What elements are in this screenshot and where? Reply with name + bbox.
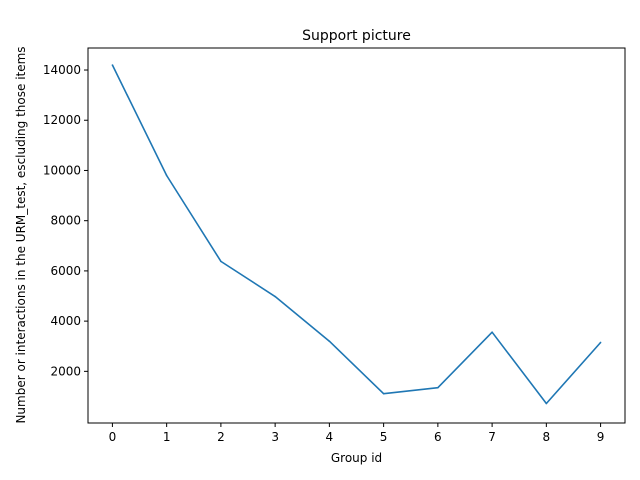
plot-area: 0 1 2 3 4 5 6 7 8 9 2000 4000 6000 8000 10000 12000 140…	[43, 47, 626, 444]
x-tick-label: 2	[217, 430, 225, 444]
x-tick-label: 1	[163, 430, 171, 444]
series-line	[111, 64, 602, 405]
plot-frame	[87, 47, 626, 424]
chart-title: Support picture	[302, 28, 411, 44]
x-tick-label: 5	[380, 430, 388, 444]
data-point	[328, 340, 331, 343]
data-point	[220, 260, 222, 263]
x-tick-label: 3	[271, 430, 279, 444]
data-point	[165, 174, 168, 177]
x-tick-label: 7	[488, 430, 496, 444]
y-axis-title: Number or interactions in the URM_test, …	[14, 46, 28, 423]
series-layer	[111, 64, 602, 405]
y-tick-label: 14000	[43, 63, 81, 77]
x-axis-title: Group id	[331, 451, 382, 465]
y-axis-ticks: 2000 4000 6000 8000 10000 12000 14000	[43, 63, 88, 378]
data-point	[599, 341, 602, 344]
data-point	[437, 386, 439, 389]
data-point	[382, 392, 385, 395]
x-tick-label: 9	[597, 430, 605, 444]
data-point	[111, 64, 114, 66]
y-tick-label: 4000	[50, 314, 81, 328]
x-axis-ticks: 0 1 2 3 4 5 6 7 8 9	[109, 423, 605, 444]
y-tick-label: 2000	[50, 364, 81, 378]
x-tick-label: 4	[326, 430, 334, 444]
x-tick-label: 6	[434, 430, 442, 444]
y-tick-label: 12000	[43, 113, 81, 127]
data-point	[491, 331, 493, 333]
y-tick-label: 8000	[50, 214, 81, 228]
y-tick-label: 10000	[43, 163, 81, 177]
x-tick-label: 0	[109, 430, 117, 444]
data-point	[274, 295, 276, 298]
y-tick-label: 6000	[50, 264, 81, 278]
x-tick-label: 8	[543, 430, 551, 444]
data-point	[545, 402, 548, 405]
